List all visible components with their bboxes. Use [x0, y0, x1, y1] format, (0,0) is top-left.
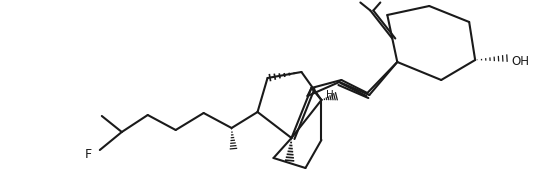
- Text: H: H: [326, 90, 334, 100]
- Text: F: F: [84, 148, 91, 161]
- Text: OH: OH: [511, 54, 529, 67]
